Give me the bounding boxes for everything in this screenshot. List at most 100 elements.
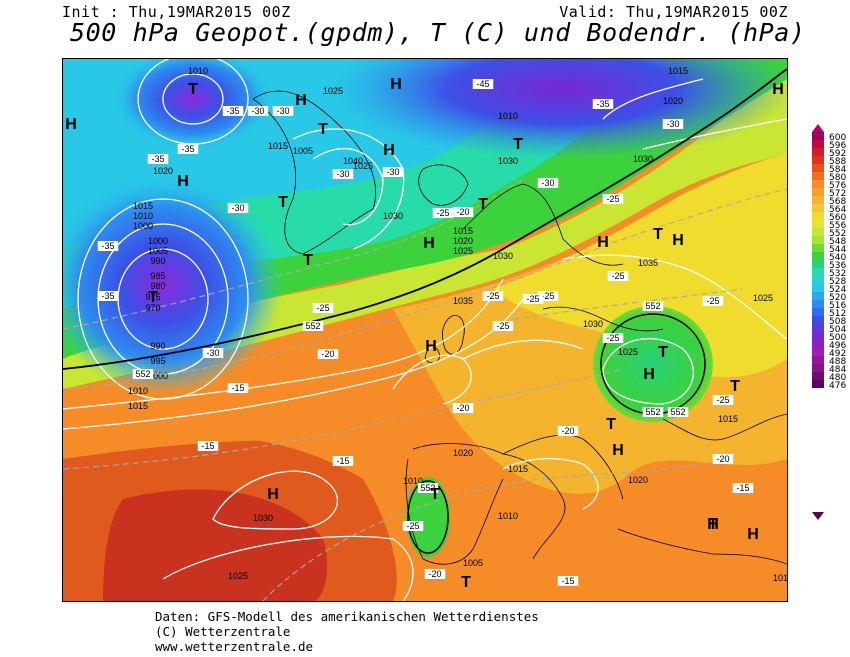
colorbar-cell [812,188,824,196]
colorbar-cell [812,284,824,292]
colorbar-label: 572 [829,189,847,199]
isobar-label: 1020 [663,96,683,106]
temperature-label: -30 [386,167,399,177]
isobar-label: 975 [145,292,160,302]
high-pressure-mark: H [65,116,77,133]
temperature-label-bg [332,456,354,466]
colorbar-bottom-arrow [812,512,824,520]
colorbar-cell [812,364,824,372]
temperature-label: -25 [406,521,419,531]
geopotential-552-contour [63,68,787,370]
isobar-label: 1030 [583,319,603,329]
isobar-label: 1010 [498,511,518,521]
temperature-label: -30 [231,203,244,213]
temperature-label-bg [97,291,119,301]
temperature-label: -35 [181,144,194,154]
temperature-label: -20 [321,349,334,359]
temperature-label-bg [202,348,224,358]
colorbar-label: 488 [829,357,847,367]
colorbar-cell [812,372,824,380]
high-pressure-mark: H [267,486,279,503]
isobar-label: 1035 [638,258,658,268]
temperature-label-bg [312,303,334,313]
temperature-label-bg [662,119,684,129]
colorbar-top-arrow [812,124,824,132]
isobar-label: 1010 [133,211,153,221]
balkan-cutoff-low [593,306,713,422]
colorbar-label: 532 [829,269,847,279]
isobar-label: 1005 [293,146,313,156]
colorbar-label: 536 [829,261,847,271]
colorbar-label: 592 [829,149,847,159]
low-pressure-mark: T [318,121,328,138]
isobar-label: 990 [150,256,165,266]
colorbar-label: 564 [829,205,847,215]
atlantic-low [63,174,283,394]
temperature-label-bg [382,167,404,177]
isobar-label: 990 [150,341,165,351]
geopotential-label: 552 [305,321,320,331]
high-pressure-mark: H [672,232,684,249]
temperature-label: -30 [666,119,679,129]
temperature-label-bg [592,99,614,109]
isobar-label: 1025 [753,293,773,303]
colorbar-label: 600 [829,133,847,143]
temperature-label-bg [607,271,629,281]
colorbar-label: 556 [829,221,847,231]
temperature-label-bg [732,483,754,493]
temperature-label-bg [557,576,579,586]
isobar-label: 1020 [453,448,473,458]
temperature-label-bg [97,241,119,251]
init-time: Init : Thu,19MAR2015 00Z [62,3,291,21]
colorbar-label: 584 [829,165,847,175]
colorbar-cell [812,244,824,252]
isobar-label: 1010 [128,386,148,396]
high-pressure-mark: H [423,235,435,252]
colorbar-cell [812,132,824,140]
colorbar-cell [812,156,824,164]
colorbar-cell [812,148,824,156]
temperature-label: -25 [496,321,509,331]
low-pressure-mark: T [461,574,471,591]
temperature-label: -30 [276,106,289,116]
colorbar-label: 540 [829,253,847,263]
geopotential-labels: 552 552 552 552 552 552 [132,301,689,493]
colorbar-cell [812,172,824,180]
colorbar-cell [812,308,824,316]
isobar-label: 1020 [628,475,648,485]
isobar-label: 1000 [133,221,153,231]
temperature-label-bg [424,569,446,579]
coastlines [252,90,787,565]
geopotential-label-bg [132,369,154,379]
geopotential-label-bg [417,483,439,493]
temperature-label: -25 [436,208,449,218]
colorbar-cell [812,228,824,236]
geopotential-label: 552 [645,301,660,311]
colorbar-label: 560 [829,213,847,223]
colorbar [812,132,824,388]
high-pressure-mark: H [747,526,759,543]
isobar-label: 1015 [718,414,738,424]
colorbar-label: 504 [829,325,847,335]
isobar-label: 1025 [453,246,473,256]
geopotential-label: 552 [420,483,435,493]
colorbar-cell [812,300,824,308]
temperature-label-bg [147,154,169,164]
colorbar-label: 476 [829,381,847,391]
colorbar-cell [812,292,824,300]
high-pressure-mark: H [643,366,655,383]
temperature-isotherms [63,178,787,601]
colorbar-cell [812,356,824,364]
colorbar-cell [812,212,824,220]
isobar-label: 1010 [188,66,208,76]
colorbar-label: 500 [829,333,847,343]
isobar-label: 1030 [383,211,403,221]
low-pressure-mark: T [606,416,616,433]
temperature-label-bg [492,321,514,331]
isobar-label: 1015 [668,66,688,76]
colorbar-label: 580 [829,173,847,183]
low-pressure-mark: T [303,252,313,269]
temperature-label: -25 [716,395,729,405]
colorbar-cell [812,324,824,332]
